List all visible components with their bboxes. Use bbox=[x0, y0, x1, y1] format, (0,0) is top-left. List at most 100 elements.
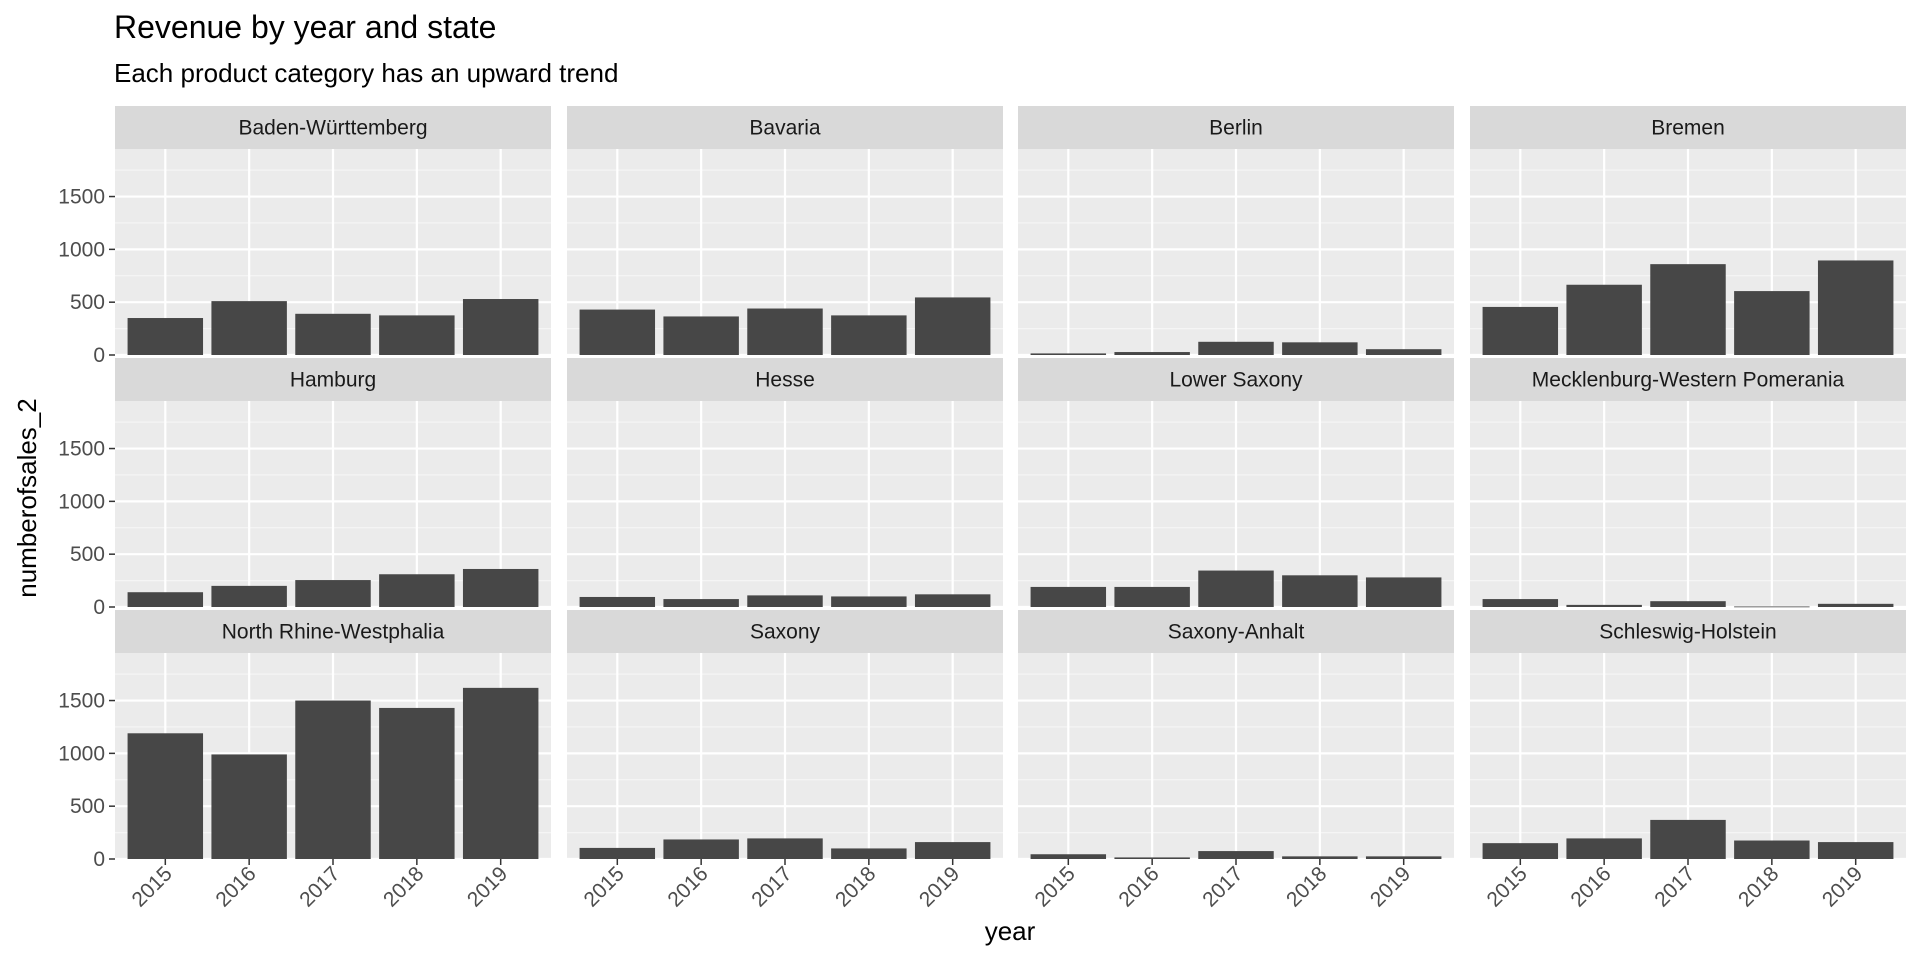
facet-strip bbox=[1470, 610, 1906, 653]
facet-panel: Berlin bbox=[1018, 106, 1454, 357]
bar bbox=[127, 318, 204, 355]
bar bbox=[1030, 586, 1107, 607]
bar bbox=[379, 315, 455, 355]
x-tick-label: 2015 bbox=[580, 862, 629, 911]
facet-strip bbox=[1018, 358, 1454, 401]
bar bbox=[1817, 842, 1894, 859]
y-tick-label: 500 bbox=[70, 795, 105, 818]
bar bbox=[1282, 856, 1358, 859]
facet-strip-label: Mecklenburg-Western Pomerania bbox=[1532, 369, 1845, 392]
facet-panel: Bremen bbox=[1470, 106, 1906, 357]
x-tick-label: 2017 bbox=[295, 862, 344, 911]
bar bbox=[462, 299, 539, 355]
bar bbox=[462, 687, 539, 859]
facet-strip bbox=[567, 106, 1003, 149]
bar bbox=[747, 595, 823, 607]
bar bbox=[379, 707, 455, 859]
facet-strip-label: Bavaria bbox=[749, 117, 821, 140]
bar bbox=[831, 596, 907, 607]
facet-strip-label: Hamburg bbox=[290, 369, 376, 392]
bar bbox=[663, 599, 739, 607]
facet-panels: Baden-Württemberg 0 500 1000 1500 Bavaria Berl… bbox=[58, 106, 1906, 912]
bar bbox=[1650, 819, 1726, 859]
bar bbox=[1198, 341, 1274, 355]
y-axis-title: numberofsales_2 bbox=[12, 398, 42, 597]
facet-strip-label: Schleswig-Holstein bbox=[1599, 621, 1776, 644]
bar bbox=[1365, 856, 1442, 859]
bar bbox=[379, 574, 455, 607]
x-tick-label: 2016 bbox=[1114, 862, 1163, 911]
y-tick-label: 0 bbox=[93, 344, 105, 367]
bar bbox=[747, 838, 823, 859]
y-tick-label: 1500 bbox=[58, 186, 105, 209]
y-tick-label: 1000 bbox=[58, 238, 105, 261]
bar bbox=[747, 308, 823, 355]
bar bbox=[1482, 843, 1559, 859]
facet-strip bbox=[567, 358, 1003, 401]
x-tick-label: 2017 bbox=[1198, 862, 1247, 911]
chart-subtitle: Each product category has an upward tren… bbox=[114, 58, 618, 88]
bar bbox=[1198, 570, 1274, 607]
bar bbox=[295, 580, 371, 607]
bar bbox=[127, 592, 204, 607]
facet-panel: Saxony-Anhalt 2015 2016 2017 2018 2019 bbox=[1018, 610, 1454, 912]
bar bbox=[1030, 353, 1107, 355]
bar bbox=[1566, 284, 1642, 355]
facet-panel: Hamburg 0 500 1000 1500 bbox=[58, 358, 551, 619]
bar bbox=[914, 842, 991, 859]
bar bbox=[1282, 342, 1358, 355]
x-tick-label: 2016 bbox=[663, 862, 712, 911]
bar bbox=[1650, 264, 1726, 355]
bar bbox=[127, 733, 204, 859]
x-tick-label: 2016 bbox=[211, 862, 260, 911]
x-tick-label: 2018 bbox=[1734, 862, 1783, 911]
bar bbox=[211, 301, 287, 355]
bar bbox=[211, 754, 287, 859]
x-tick-label: 2017 bbox=[1650, 862, 1699, 911]
bar bbox=[1482, 306, 1559, 355]
facet-panel: North Rhine-Westphalia 0 500 1000 1500 2015 20… bbox=[58, 610, 551, 912]
facet-panel: Saxony 2015 2016 2017 2018 2019 bbox=[567, 610, 1003, 912]
bar bbox=[1482, 599, 1559, 607]
x-tick-label: 2016 bbox=[1566, 862, 1615, 911]
facet-panel: Lower Saxony bbox=[1018, 358, 1454, 609]
bar bbox=[663, 839, 739, 859]
facet-strip bbox=[567, 610, 1003, 653]
y-tick-label: 1500 bbox=[58, 690, 105, 713]
x-tick-label: 2019 bbox=[1818, 862, 1867, 911]
y-tick-label: 1500 bbox=[58, 438, 105, 461]
x-tick-label: 2019 bbox=[463, 862, 512, 911]
x-tick-label: 2015 bbox=[1483, 862, 1532, 911]
bar bbox=[211, 585, 287, 607]
y-tick-label: 1000 bbox=[58, 490, 105, 513]
x-axis-title: year bbox=[985, 916, 1036, 946]
bar bbox=[1734, 606, 1810, 608]
bar bbox=[831, 848, 907, 859]
facet-panel: Mecklenburg-Western Pomerania bbox=[1470, 358, 1906, 609]
facet-strip bbox=[115, 610, 551, 653]
facet-panel: Schleswig-Holstein 2015 2016 2017 2018 2019 bbox=[1470, 610, 1906, 912]
facet-strip bbox=[115, 106, 551, 149]
facet-strip-label: North Rhine-Westphalia bbox=[222, 621, 445, 644]
bar bbox=[1650, 601, 1726, 607]
bar bbox=[579, 596, 656, 607]
x-tick-label: 2018 bbox=[831, 862, 880, 911]
y-tick-label: 500 bbox=[70, 291, 105, 314]
bar bbox=[1566, 604, 1642, 607]
bar bbox=[1734, 840, 1810, 859]
facet-strip-label: Berlin bbox=[1209, 117, 1263, 140]
bar bbox=[1817, 260, 1894, 355]
x-tick-label: 2018 bbox=[1282, 862, 1331, 911]
bar bbox=[1114, 857, 1190, 859]
bar bbox=[1817, 603, 1894, 607]
facet-panel: Bavaria bbox=[567, 106, 1003, 357]
facet-strip-label: Bremen bbox=[1651, 117, 1725, 140]
facet-strip bbox=[1470, 358, 1906, 401]
bar bbox=[1282, 575, 1358, 607]
x-tick-label: 2018 bbox=[379, 862, 428, 911]
y-tick-label: 0 bbox=[93, 596, 105, 619]
y-tick-label: 1000 bbox=[58, 742, 105, 765]
facet-panel: Hesse bbox=[567, 358, 1003, 609]
